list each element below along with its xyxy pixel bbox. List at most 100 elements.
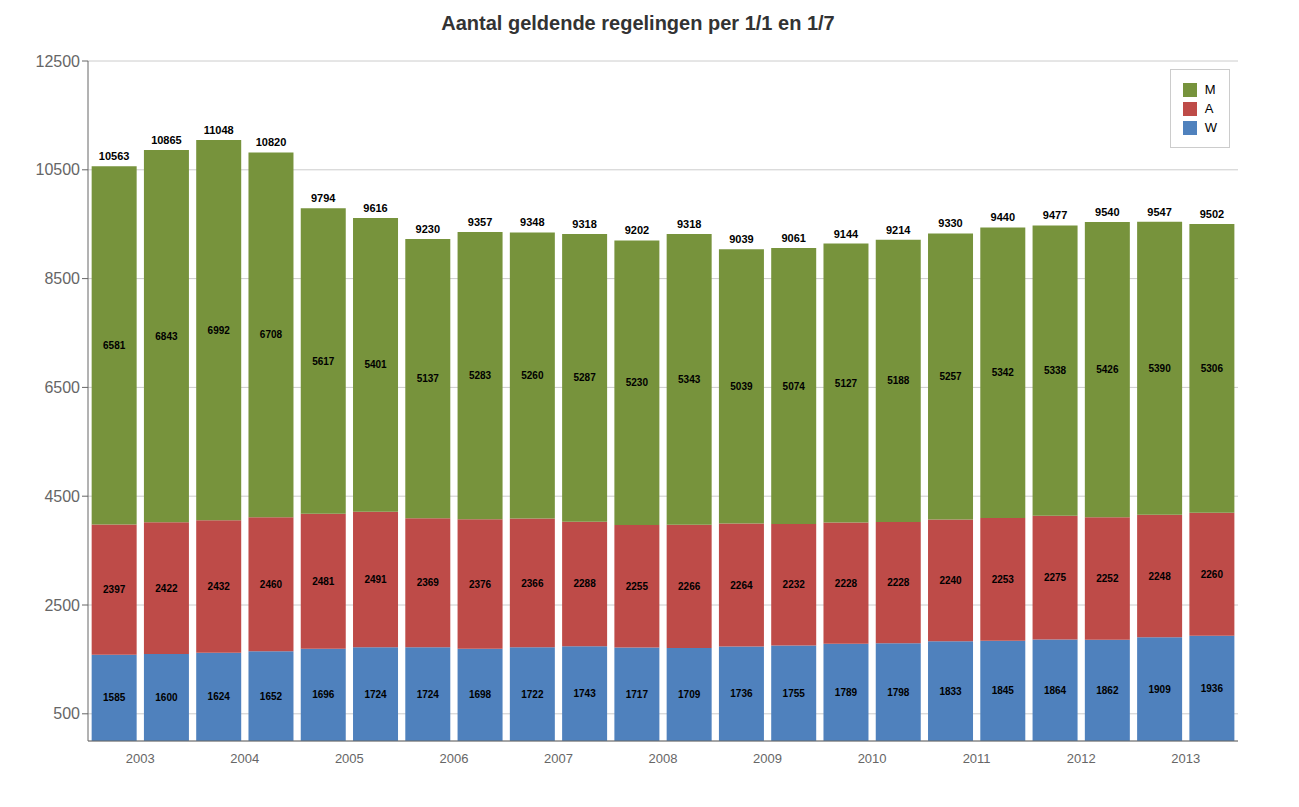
svg-text:2422: 2422: [155, 583, 178, 594]
svg-text:2252: 2252: [1096, 573, 1119, 584]
svg-text:9440: 9440: [991, 211, 1015, 223]
svg-text:2010: 2010: [858, 751, 887, 766]
svg-text:5188: 5188: [887, 375, 910, 386]
svg-text:5074: 5074: [783, 381, 806, 392]
svg-text:5260: 5260: [521, 370, 544, 381]
svg-text:5390: 5390: [1148, 363, 1171, 374]
svg-text:2006: 2006: [439, 751, 468, 766]
svg-text:2005: 2005: [335, 751, 364, 766]
svg-text:5287: 5287: [573, 372, 596, 383]
svg-text:1789: 1789: [835, 687, 858, 698]
svg-text:9039: 9039: [729, 233, 753, 245]
svg-text:9318: 9318: [572, 218, 596, 230]
svg-text:10820: 10820: [256, 136, 287, 148]
svg-text:2366: 2366: [521, 578, 544, 589]
svg-text:9547: 9547: [1147, 206, 1171, 218]
svg-text:5343: 5343: [678, 374, 701, 385]
svg-text:1845: 1845: [992, 685, 1015, 696]
svg-text:2240: 2240: [939, 575, 962, 586]
svg-text:1743: 1743: [573, 688, 596, 699]
svg-text:9230: 9230: [416, 223, 440, 235]
svg-text:9202: 9202: [625, 224, 649, 236]
svg-text:1864: 1864: [1044, 685, 1067, 696]
svg-text:5039: 5039: [730, 381, 753, 392]
svg-text:2253: 2253: [992, 574, 1015, 585]
svg-text:2013: 2013: [1171, 751, 1200, 766]
svg-text:1724: 1724: [417, 689, 440, 700]
svg-text:9061: 9061: [781, 232, 805, 244]
svg-text:9794: 9794: [311, 192, 336, 204]
svg-text:11048: 11048: [204, 124, 234, 136]
svg-text:10563: 10563: [99, 150, 130, 162]
svg-text:1862: 1862: [1096, 685, 1119, 696]
svg-text:1698: 1698: [469, 689, 492, 700]
svg-text:2376: 2376: [469, 579, 492, 590]
svg-text:6708: 6708: [260, 329, 283, 340]
svg-text:9214: 9214: [886, 224, 911, 236]
svg-text:6992: 6992: [208, 325, 231, 336]
svg-text:1724: 1724: [364, 689, 387, 700]
svg-text:1652: 1652: [260, 691, 283, 702]
svg-text:6581: 6581: [103, 340, 126, 351]
svg-text:2228: 2228: [835, 578, 858, 589]
svg-text:2007: 2007: [544, 751, 573, 766]
svg-text:2491: 2491: [364, 574, 387, 585]
svg-text:2260: 2260: [1201, 569, 1224, 580]
svg-text:2012: 2012: [1067, 751, 1096, 766]
svg-text:2248: 2248: [1148, 571, 1171, 582]
svg-text:2008: 2008: [649, 751, 678, 766]
svg-text:500: 500: [53, 705, 80, 722]
svg-text:2004: 2004: [230, 751, 259, 766]
svg-text:1624: 1624: [208, 691, 231, 702]
svg-text:8500: 8500: [44, 270, 80, 287]
svg-text:1798: 1798: [887, 687, 910, 698]
svg-text:2500: 2500: [44, 597, 80, 614]
svg-text:2009: 2009: [753, 751, 782, 766]
svg-text:1722: 1722: [521, 689, 544, 700]
svg-text:9144: 9144: [834, 228, 859, 240]
svg-text:5127: 5127: [835, 378, 858, 389]
svg-text:1709: 1709: [678, 689, 701, 700]
svg-text:2255: 2255: [626, 581, 649, 592]
svg-text:1717: 1717: [626, 689, 649, 700]
svg-text:5426: 5426: [1096, 364, 1119, 375]
svg-text:2228: 2228: [887, 577, 910, 588]
svg-text:9502: 9502: [1200, 208, 1224, 220]
svg-text:10500: 10500: [36, 161, 81, 178]
svg-text:5257: 5257: [939, 371, 962, 382]
svg-text:5401: 5401: [364, 359, 387, 370]
svg-text:6843: 6843: [155, 331, 178, 342]
svg-text:5306: 5306: [1201, 363, 1224, 374]
svg-text:12500: 12500: [36, 53, 81, 70]
svg-text:1736: 1736: [730, 688, 753, 699]
svg-text:4500: 4500: [44, 488, 80, 505]
svg-text:2397: 2397: [103, 584, 126, 595]
svg-text:1909: 1909: [1148, 684, 1171, 695]
svg-text:2288: 2288: [573, 578, 596, 589]
svg-text:2266: 2266: [678, 581, 701, 592]
svg-text:9348: 9348: [520, 216, 544, 228]
svg-text:5342: 5342: [992, 367, 1015, 378]
svg-text:2481: 2481: [312, 576, 335, 587]
svg-text:9540: 9540: [1095, 206, 1119, 218]
svg-text:5617: 5617: [312, 356, 335, 367]
svg-text:9477: 9477: [1043, 209, 1067, 221]
svg-text:1600: 1600: [155, 692, 178, 703]
svg-text:2264: 2264: [730, 580, 753, 591]
svg-text:5283: 5283: [469, 370, 492, 381]
svg-text:2003: 2003: [126, 751, 155, 766]
svg-text:1936: 1936: [1201, 683, 1224, 694]
svg-text:2460: 2460: [260, 579, 283, 590]
svg-text:5137: 5137: [417, 373, 440, 384]
svg-text:2232: 2232: [783, 579, 806, 590]
svg-text:2369: 2369: [417, 577, 440, 588]
svg-text:9357: 9357: [468, 216, 492, 228]
svg-text:9616: 9616: [363, 202, 387, 214]
svg-text:1585: 1585: [103, 692, 126, 703]
svg-text:6500: 6500: [44, 379, 80, 396]
svg-text:10865: 10865: [151, 134, 182, 146]
svg-text:9318: 9318: [677, 218, 701, 230]
svg-text:2011: 2011: [963, 751, 991, 766]
svg-text:1755: 1755: [783, 688, 806, 699]
svg-text:9330: 9330: [938, 217, 962, 229]
